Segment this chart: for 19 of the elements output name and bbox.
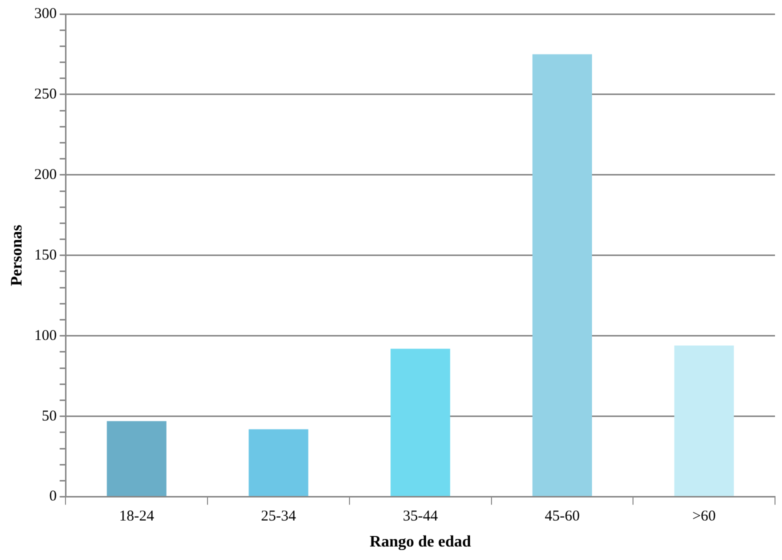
y-tick-label: 100	[34, 328, 57, 344]
y-tick-label: 0	[49, 488, 57, 505]
bar	[248, 429, 308, 496]
x-tick-label: 35-44	[402, 508, 438, 525]
x-tick-label: 45-60	[544, 508, 580, 525]
y-axis-title: Personas	[8, 224, 26, 286]
x-tick-label: 25-34	[260, 508, 296, 525]
x-axis-title: Rango de edad	[370, 534, 472, 551]
x-tick-label: >60	[692, 508, 716, 525]
y-tick-label: 150	[34, 247, 57, 264]
y-tick-label: 250	[34, 86, 57, 102]
bar	[390, 348, 450, 496]
bar	[532, 54, 592, 496]
y-tick-label: 300	[34, 6, 57, 22]
bar	[106, 421, 166, 496]
y-tick-label: 50	[42, 408, 57, 424]
y-tick-label: 200	[34, 166, 57, 183]
x-tick-label: 18-24	[119, 508, 155, 525]
bar	[674, 346, 734, 496]
